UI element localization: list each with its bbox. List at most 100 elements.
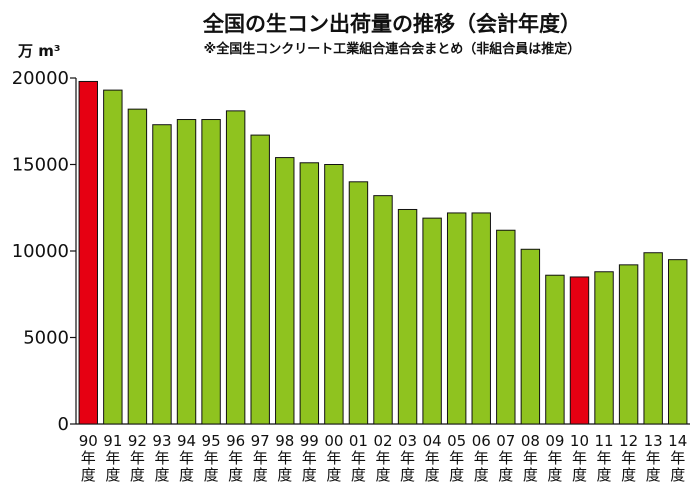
x-category-label-part: 度	[572, 466, 587, 484]
x-category-label-part: 年	[547, 449, 562, 467]
bar	[324, 164, 344, 425]
x-category-label-part: 度	[547, 466, 562, 484]
x-category-label-part: 年	[253, 449, 268, 467]
x-category-label-part: 97	[251, 432, 270, 450]
x-category-label-part: 92	[128, 432, 147, 450]
bar	[373, 195, 393, 425]
x-category-label-part: 年	[400, 449, 415, 467]
bar	[422, 217, 442, 425]
x-category-label-part: 年	[498, 449, 513, 467]
x-category-label-part: 05	[447, 432, 466, 450]
x-category-label-part: 度	[670, 466, 685, 484]
x-category-label: 12 年度	[619, 432, 638, 484]
x-category-label-part: 年	[130, 449, 145, 467]
bar	[471, 212, 491, 425]
chart-subtitle: ※全国生コンクリート工業組合連合会まとめ（非組合員は推定）	[204, 41, 581, 57]
x-category-label: 08 年度	[521, 432, 540, 484]
x-category-label-part: 年	[204, 449, 219, 467]
x-category-label: 93 年度	[152, 432, 171, 484]
bar	[152, 124, 172, 425]
x-category-label: 99 年度	[300, 432, 319, 484]
bar	[446, 212, 467, 425]
x-category-label: 00 年度	[324, 432, 343, 484]
x-category-label-part: 度	[204, 466, 219, 484]
x-category-label-part: 04	[423, 432, 442, 450]
bar	[545, 274, 565, 425]
x-category-label: 91 年度	[103, 432, 122, 484]
bar	[520, 248, 541, 425]
x-category-label-part: 度	[425, 466, 440, 484]
x-category-label: 14 年度	[668, 432, 687, 484]
bar	[618, 264, 639, 425]
x-category-label-part: 度	[474, 466, 489, 484]
x-category-label-part: 度	[326, 466, 341, 484]
x-category-label-part: 09	[545, 432, 564, 450]
x-category-label: 95 年度	[202, 432, 221, 484]
x-category-label: 09 年度	[545, 432, 564, 484]
x-category-label-part: 年	[154, 449, 169, 467]
x-category-label-part: 13	[644, 432, 663, 450]
x-category-label-part: 度	[597, 466, 612, 484]
x-category-label-part: 度	[179, 466, 194, 484]
x-category-label-part: 度	[277, 466, 292, 484]
x-category-label-part: 年	[351, 449, 366, 467]
x-category-label-part: 度	[253, 466, 268, 484]
x-category-label-part: 08	[521, 432, 540, 450]
x-category-label-part: 14	[668, 432, 687, 450]
x-category-label-part: 年	[179, 449, 194, 467]
bar	[176, 119, 197, 425]
x-category-label-part: 度	[351, 466, 366, 484]
bar	[78, 80, 98, 425]
x-category-label: 06 年度	[472, 432, 491, 484]
x-category-label-part: 度	[498, 466, 513, 484]
x-category-label-part: 11	[594, 432, 613, 450]
x-category-label-part: 年	[646, 449, 661, 467]
bar	[643, 252, 663, 425]
bar	[103, 89, 123, 425]
x-category-label-part: 91	[103, 432, 122, 450]
x-category-label-part: 99	[300, 432, 319, 450]
x-category-label-part: 度	[646, 466, 661, 484]
x-category-label-part: 年	[621, 449, 636, 467]
x-category-label-part: 94	[177, 432, 196, 450]
x-category-label-part: 年	[302, 449, 317, 467]
x-category-label: 96 年度	[226, 432, 245, 484]
x-category-label-part: 年	[277, 449, 292, 467]
x-category-label-part: 年	[474, 449, 489, 467]
bar	[496, 229, 516, 425]
x-category-label-part: 12	[619, 432, 638, 450]
x-category-label-part: 98	[275, 432, 294, 450]
x-category-label-part: 07	[496, 432, 515, 450]
x-category-label: 97 年度	[251, 432, 270, 484]
x-category-label: 98 年度	[275, 432, 294, 484]
x-category-label: 02 年度	[373, 432, 392, 484]
x-category-label-part: 年	[523, 449, 538, 467]
x-category-label-part: 年	[375, 449, 390, 467]
bar	[594, 271, 614, 425]
x-category-label-part: 度	[130, 466, 145, 484]
x-category-label: 04 年度	[423, 432, 442, 484]
x-category-label-part: 06	[472, 432, 491, 450]
x-category-label-part: 度	[228, 466, 243, 484]
x-category-label-part: 年	[425, 449, 440, 467]
x-category-label-part: 01	[349, 432, 368, 450]
bar	[668, 259, 688, 425]
x-category-label-part: 年	[228, 449, 243, 467]
x-category-label-part: 02	[373, 432, 392, 450]
y-tick-label: 15000	[12, 155, 69, 176]
x-category-label: 05 年度	[447, 432, 466, 484]
x-category-label-part: 93	[152, 432, 171, 450]
x-category-label-part: 度	[621, 466, 636, 484]
x-category-label: 03 年度	[398, 432, 417, 484]
x-category-label: 90 年度	[79, 432, 98, 484]
x-category-label-part: 年	[572, 449, 587, 467]
x-category-label: 01 年度	[349, 432, 368, 484]
x-category-label: 11 年度	[594, 432, 613, 484]
x-category-label-part: 度	[523, 466, 538, 484]
x-category-label-part: 度	[81, 466, 96, 484]
bar	[299, 162, 320, 425]
x-category-label-part: 年	[449, 449, 464, 467]
x-category-label-part: 度	[400, 466, 415, 484]
